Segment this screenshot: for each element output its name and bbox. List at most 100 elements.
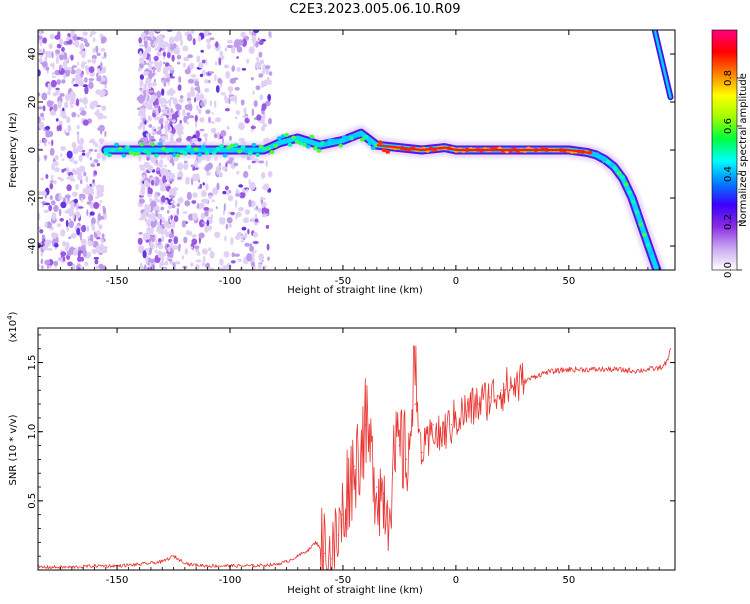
- noise-speckle: [233, 162, 239, 167]
- noise-speckle: [77, 144, 84, 153]
- noise-speckle: [169, 158, 173, 164]
- noise-speckle: [226, 217, 233, 224]
- noise-speckle: [148, 124, 153, 128]
- noise-speckle: [137, 237, 143, 245]
- noise-speckle: [169, 172, 176, 181]
- snr-point: [297, 555, 299, 557]
- noise-speckle: [241, 68, 247, 71]
- colorbar-tick-label: 0.6: [723, 118, 734, 134]
- ridge-blob: [367, 141, 372, 146]
- noise-speckle: [44, 50, 50, 55]
- noise-speckle: [262, 117, 265, 125]
- noise-speckle: [49, 147, 55, 156]
- noise-speckle: [77, 174, 83, 181]
- noise-speckle: [200, 212, 206, 220]
- noise-speckle: [253, 100, 258, 108]
- snr-point: [410, 431, 412, 433]
- noise-speckle: [43, 139, 48, 142]
- noise-speckle: [52, 161, 59, 167]
- noise-speckle: [252, 231, 258, 238]
- noise-speckle: [38, 58, 43, 63]
- noise-speckle: [196, 173, 200, 179]
- snr-panel: -150 -100 -50 0 50 0.5 1.0 1.5 Height of straig…: [6, 311, 676, 596]
- noise-speckle: [250, 125, 256, 130]
- ridge-blob: [378, 140, 383, 145]
- noise-speckle: [138, 245, 144, 249]
- noise-speckle: [219, 258, 224, 266]
- noise-speckle: [181, 220, 186, 228]
- noise-speckle: [65, 241, 70, 250]
- noise-speckle: [40, 190, 47, 196]
- noise-speckle: [215, 41, 219, 48]
- noise-speckle: [226, 160, 233, 165]
- ridge-blob: [132, 151, 138, 156]
- noise-speckle: [244, 117, 250, 124]
- noise-speckle: [143, 264, 147, 270]
- noise-speckle: [189, 62, 195, 70]
- noise-speckle: [89, 211, 95, 216]
- noise-speckle: [246, 58, 250, 64]
- noise-speckle: [159, 262, 162, 269]
- noise-speckle: [156, 222, 161, 225]
- snr-point: [466, 410, 468, 412]
- noise-speckle: [60, 153, 63, 158]
- noise-speckle: [156, 90, 162, 98]
- noise-speckle: [197, 108, 202, 115]
- noise-speckle: [98, 138, 105, 143]
- noise-speckle: [81, 224, 87, 233]
- noise-speckle: [53, 204, 59, 213]
- noise-speckle: [138, 198, 145, 204]
- noise-speckle: [226, 44, 233, 49]
- ridge-blob: [645, 243, 651, 248]
- snr-point: [432, 424, 434, 426]
- noise-speckle: [39, 41, 43, 44]
- noise-speckle: [258, 73, 264, 78]
- noise-speckle: [194, 248, 198, 252]
- noise-speckle: [235, 94, 238, 102]
- noise-speckle: [48, 43, 53, 49]
- noise-speckle: [153, 40, 157, 47]
- noise-speckle: [261, 103, 267, 111]
- noise-speckle: [149, 107, 154, 110]
- noise-speckle: [202, 133, 208, 138]
- noise-speckle: [151, 130, 157, 136]
- noise-speckle: [201, 221, 206, 225]
- noise-speckle: [268, 31, 271, 37]
- colorbar-gradient: [711, 29, 738, 271]
- noise-speckle: [81, 50, 86, 59]
- noise-speckle: [198, 232, 205, 239]
- noise-speckle: [234, 253, 241, 257]
- noise-speckle: [170, 132, 173, 139]
- noise-speckle: [102, 205, 105, 211]
- noise-speckle: [40, 251, 44, 257]
- noise-speckle: [84, 105, 87, 109]
- noise-speckle: [159, 159, 164, 166]
- noise-speckle: [155, 159, 158, 164]
- noise-speckle: [154, 47, 157, 51]
- noise-speckle: [59, 38, 63, 45]
- noise-speckle: [79, 50, 82, 55]
- ridge-blob: [602, 158, 607, 163]
- noise-speckle: [208, 207, 213, 213]
- ridge-blob: [305, 144, 311, 149]
- noise-speckle: [157, 244, 164, 250]
- noise-speckle: [207, 225, 213, 231]
- noise-speckle: [199, 219, 205, 228]
- noise-speckle: [161, 217, 165, 224]
- ridge-blob: [208, 149, 214, 154]
- noise-speckle: [97, 70, 102, 75]
- noise-speckle: [192, 212, 198, 221]
- noise-speckle: [95, 89, 101, 95]
- ridge-blob: [323, 141, 329, 146]
- noise-speckle: [51, 51, 54, 59]
- snr-point: [590, 368, 593, 371]
- noise-speckle: [183, 160, 188, 164]
- noise-speckle: [75, 68, 82, 75]
- noise-speckle: [86, 68, 89, 76]
- noise-speckle: [159, 218, 162, 226]
- noise-speckle: [38, 106, 43, 110]
- ridge-blob: [255, 153, 260, 157]
- noise-speckle: [265, 65, 271, 70]
- noise-speckle: [230, 260, 236, 264]
- noise-speckle: [138, 99, 144, 104]
